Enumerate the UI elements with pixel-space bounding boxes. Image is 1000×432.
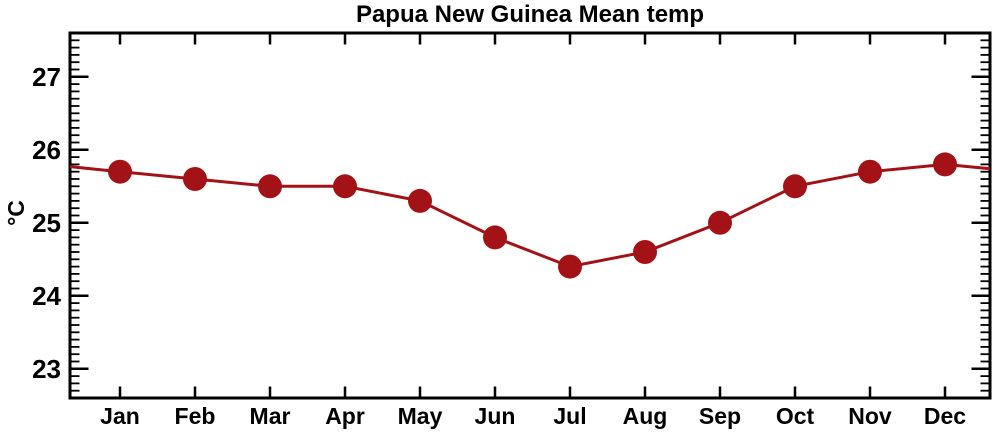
y-tick-label: 23 xyxy=(32,354,61,384)
x-tick-label: Jan xyxy=(100,403,140,429)
data-point-marker-mar xyxy=(258,174,283,199)
x-tick-label: Dec xyxy=(924,403,966,429)
x-tick-label: Apr xyxy=(325,403,365,429)
x-tick-label: Sep xyxy=(699,403,741,429)
data-point-marker-jul xyxy=(558,254,583,279)
y-tick-label: 25 xyxy=(32,208,61,238)
chart-title: Papua New Guinea Mean temp xyxy=(355,1,705,28)
x-tick-label: Oct xyxy=(776,403,815,429)
x-tick-label: Jun xyxy=(475,403,516,429)
x-tick-label: Nov xyxy=(848,403,892,429)
y-tick-label: 24 xyxy=(32,281,61,311)
data-point-marker-dec xyxy=(933,152,958,177)
temperature-line xyxy=(69,162,991,269)
data-point-marker-jan xyxy=(108,159,133,184)
y-tick-label: 27 xyxy=(32,62,61,92)
x-tick-label: Feb xyxy=(175,403,216,429)
data-point-marker-jun xyxy=(483,225,508,250)
plot-frame xyxy=(68,31,992,400)
y-tick-label: 26 xyxy=(32,135,61,165)
data-point-marker-nov xyxy=(858,159,883,184)
data-point-marker-apr xyxy=(333,174,358,199)
x-tick-label: May xyxy=(398,403,443,429)
x-tick-label: Jul xyxy=(553,403,586,429)
data-point-marker-aug xyxy=(633,240,658,264)
data-point-marker-sep xyxy=(708,210,733,235)
data-point-marker-may xyxy=(408,188,433,213)
data-point-marker-feb xyxy=(183,167,208,191)
x-tick-label: Aug xyxy=(623,403,668,429)
x-tick-label: Mar xyxy=(250,403,291,429)
data-point-marker-oct xyxy=(783,174,808,199)
